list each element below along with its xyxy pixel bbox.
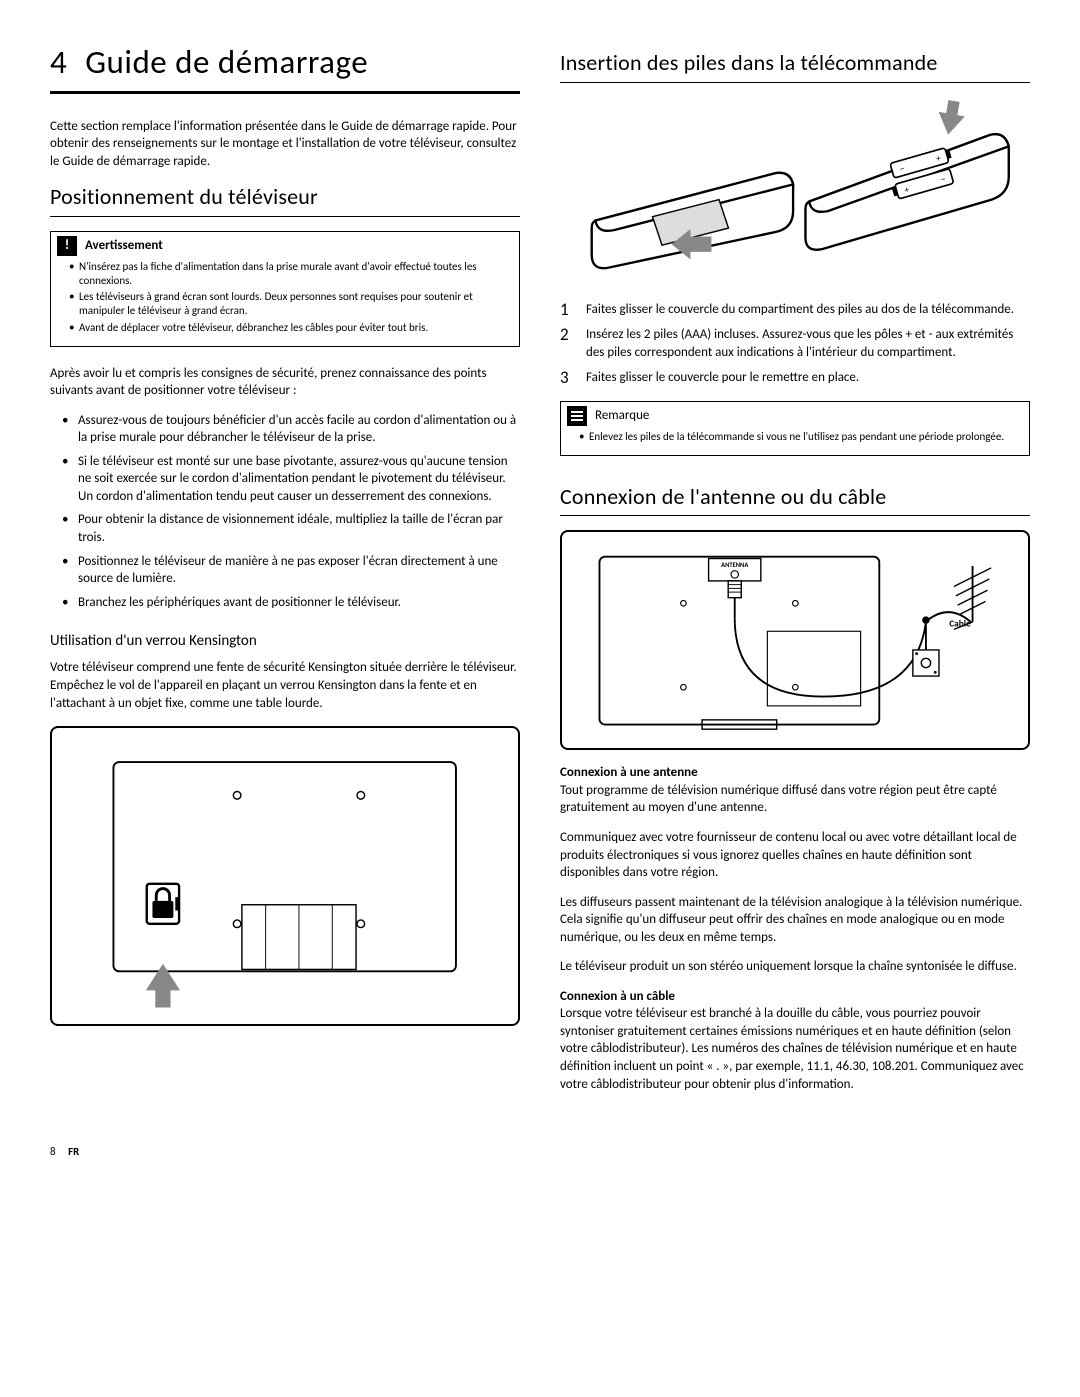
kensington-body: Votre téléviseur comprend une fente de s… bbox=[50, 659, 520, 712]
note-label: Remarque bbox=[595, 407, 649, 425]
subsection-kensington: Utilisation d'un verrou Kensington bbox=[50, 631, 520, 651]
antenna-p1: Tout programme de télévision numérique d… bbox=[560, 782, 1030, 817]
page-number: 8 bbox=[50, 1145, 56, 1158]
warning-item: N'insérez pas la fiche d'alimentation da… bbox=[69, 260, 509, 288]
note-item: Enlevez les piles de la télécommande si … bbox=[579, 430, 1019, 444]
section-antenna: Connexion de l'antenne ou du câble bbox=[560, 482, 1030, 517]
antenna-p3: Les diffuseurs passent maintenant de la … bbox=[560, 894, 1030, 947]
after-warning-paragraph: Après avoir lu et compris les consignes … bbox=[50, 365, 520, 400]
antenna-p4: Le téléviseur produit un son stéréo uniq… bbox=[560, 958, 1030, 976]
page-lang: FR bbox=[68, 1145, 79, 1158]
bullet-item: Branchez les périphériques avant de posi… bbox=[78, 594, 520, 612]
chapter-number: 4 bbox=[50, 42, 67, 82]
note-header: Remarque bbox=[561, 402, 1029, 428]
antenna-p2: Communiquez avec votre fournisseur de co… bbox=[560, 829, 1030, 882]
warning-list: N'insérez pas la fiche d'alimentation da… bbox=[51, 258, 519, 346]
note-list: Enlevez les piles de la télécommande si … bbox=[561, 428, 1029, 455]
figure-antenna: ANTENNA bbox=[560, 530, 1030, 750]
chapter-title-text: Guide de démarrage bbox=[85, 42, 368, 82]
chapter-heading: 4 Guide de démarrage bbox=[50, 40, 520, 94]
page-footer: 8 FR bbox=[50, 1145, 1030, 1160]
left-column: 4 Guide de démarrage Cette section rempla… bbox=[50, 40, 520, 1105]
section-positioning: Positionnement du téléviseur bbox=[50, 182, 520, 217]
positioning-bullets: Assurez-vous de toujours bénéficier d'un… bbox=[50, 412, 520, 611]
right-column: Insertion des piles dans la télécommande bbox=[560, 40, 1030, 1105]
sub-connection-cable: Connexion à un câble bbox=[560, 989, 675, 1004]
kensington-svg bbox=[75, 743, 494, 1009]
svg-text:ANTENNA: ANTENNA bbox=[721, 561, 748, 569]
section-batteries: Insertion des piles dans la télécommande bbox=[560, 48, 1030, 83]
bullet-item: Assurez-vous de toujours bénéficier d'un… bbox=[78, 412, 520, 447]
warning-callout: ! Avertissement N'insérez pas la fiche d… bbox=[50, 231, 520, 347]
remote-svg: − + + − bbox=[560, 97, 1030, 287]
warning-icon: ! bbox=[57, 236, 77, 256]
bullet-item: Pour obtenir la distance de visionnement… bbox=[78, 511, 520, 546]
step-item: Faites glisser le couvercle du compartim… bbox=[560, 301, 1030, 319]
step-item: Faites glisser le couvercle pour le reme… bbox=[560, 369, 1030, 387]
warning-item: Les téléviseurs à grand écran sont lourd… bbox=[69, 290, 509, 318]
warning-item: Avant de déplacer votre téléviseur, débr… bbox=[69, 321, 509, 335]
note-callout: Remarque Enlevez les piles de la télécom… bbox=[560, 401, 1030, 456]
figure-remote: − + + − bbox=[560, 97, 1030, 287]
bullet-item: Si le téléviseur est monté sur une base … bbox=[78, 453, 520, 506]
step-item: Insérez les 2 piles (AAA) incluses. Assu… bbox=[560, 326, 1030, 361]
sub-connection-antenna: Connexion à une antenne bbox=[560, 765, 698, 780]
antenna-svg: ANTENNA bbox=[574, 538, 1017, 743]
bullet-item: Positionnez le téléviseur de manière à n… bbox=[78, 553, 520, 588]
figure-kensington bbox=[50, 726, 520, 1026]
warning-header: ! Avertissement bbox=[51, 232, 519, 258]
cable-p1: Lorsque votre téléviseur est branché à l… bbox=[560, 1005, 1030, 1093]
warning-label: Avertissement bbox=[85, 237, 163, 255]
note-icon bbox=[567, 406, 587, 426]
intro-paragraph: Cette section remplace l'information pré… bbox=[50, 118, 520, 171]
battery-steps: Faites glisser le couvercle du compartim… bbox=[560, 301, 1030, 387]
